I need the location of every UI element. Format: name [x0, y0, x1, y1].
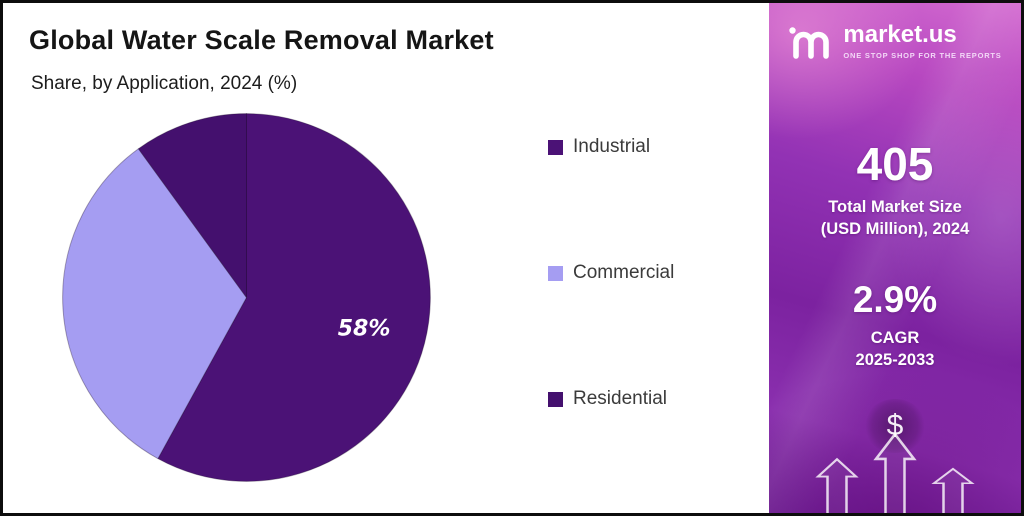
stat-cagr: 2.9% CAGR 2025-2033 [769, 281, 1021, 372]
pie-slice-residential [137, 113, 247, 299]
stat-cagr-label: CAGR 2025-2033 [855, 329, 935, 369]
up-arrow-icon [873, 432, 917, 513]
brand-tagline: ONE STOP SHOP FOR THE REPORTS [843, 51, 1002, 60]
pie-slice-commercial [62, 148, 248, 460]
legend-item-industrial: Industrial [548, 136, 674, 158]
market-us-panel: market.us ONE STOP SHOP FOR THE REPORTS … [769, 3, 1021, 513]
chart-section: Global Water Scale Removal Market Share,… [3, 3, 769, 513]
dollar-icon: $ [886, 409, 904, 442]
pie-data-label: 58% [338, 316, 391, 341]
legend-swatch-commercial [548, 265, 563, 281]
pie-chart: 58% [62, 113, 431, 482]
stat-cagr-value: 2.9% [852, 279, 938, 320]
stat-market-size-label: Total Market Size (USD Million), 2024 [820, 198, 970, 238]
market-us-logo: market.us ONE STOP SHOP FOR THE REPORTS [769, 23, 1021, 60]
stat-market-size-value: 405 [856, 138, 934, 190]
market-us-logo-icon [789, 26, 830, 59]
up-arrow-icon [815, 457, 859, 513]
cup-photo-shadow [864, 399, 926, 453]
legend-item-commercial: Commercial [548, 262, 674, 284]
growth-arrows [769, 431, 1021, 513]
legend: Industrial Commercial Residential [548, 136, 674, 410]
chart-title: Global Water Scale Removal Market [29, 25, 494, 55]
pie-slice-industrial [157, 113, 431, 482]
legend-swatch-industrial [548, 139, 563, 155]
up-arrow-icon [931, 467, 975, 513]
chart-subtitle: Share, by Application, 2024 (%) [31, 73, 298, 94]
stat-market-size: 405 Total Market Size (USD Million), 202… [769, 141, 1021, 241]
legend-label-residential: Residential [573, 388, 667, 409]
legend-swatch-residential [548, 391, 563, 407]
legend-item-residential: Residential [548, 388, 674, 410]
legend-label-commercial: Commercial [573, 262, 675, 283]
legend-label-industrial: Industrial [573, 136, 651, 157]
market-us-logo-text: market.us ONE STOP SHOP FOR THE REPORTS [843, 21, 1002, 61]
brand-name: market.us [843, 21, 957, 48]
